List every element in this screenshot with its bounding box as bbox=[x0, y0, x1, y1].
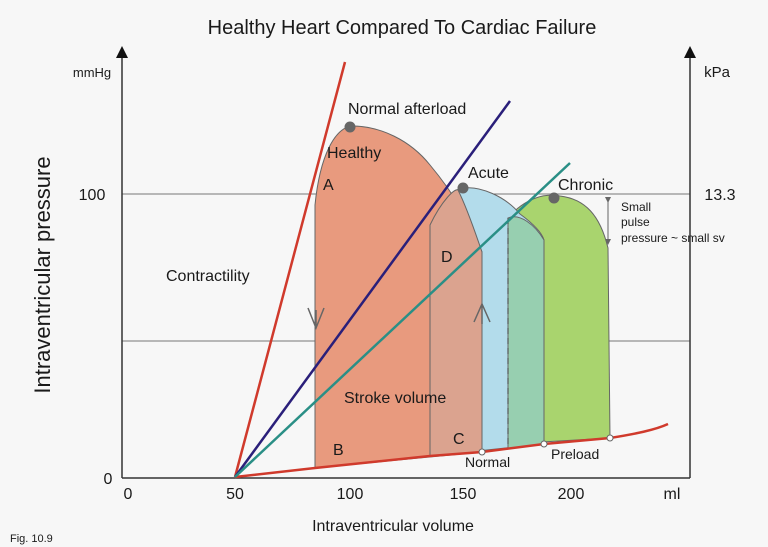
small-pulse-line2: pulse bbox=[621, 215, 650, 229]
loop-arrow-down-icon bbox=[307, 307, 325, 331]
healthy-peak-marker bbox=[344, 121, 356, 133]
acute-chronic-overlap bbox=[507, 216, 545, 450]
stroke-volume-label: Stroke volume bbox=[344, 390, 446, 407]
x-axis-title: Intraventricular volume bbox=[312, 518, 474, 535]
normal-point bbox=[478, 448, 486, 456]
healthy-acute-overlap bbox=[429, 189, 483, 457]
acute-ed-point bbox=[540, 440, 548, 448]
contractility-line bbox=[233, 61, 347, 478]
figure-label: Fig. 10.9 bbox=[10, 533, 53, 545]
x-tick-200: 200 bbox=[558, 486, 585, 503]
preload-point bbox=[606, 434, 614, 442]
point-b-label: B bbox=[333, 442, 344, 459]
y-unit-right: kPa bbox=[704, 64, 731, 81]
x-tick-150: 150 bbox=[450, 486, 477, 503]
x-tick-0: 0 bbox=[124, 486, 133, 503]
y-tick-0: 0 bbox=[104, 471, 113, 488]
right-axis-arrow-icon bbox=[684, 46, 696, 58]
contractility-label: Contractility bbox=[166, 268, 250, 285]
point-c-label: C bbox=[453, 431, 465, 448]
loop-arrow-up-icon bbox=[473, 302, 491, 324]
y-axis-title: Intraventricular pressure bbox=[30, 156, 55, 393]
small-pulse-line3: pressure ~ small sv bbox=[621, 231, 725, 245]
normal-afterload-line bbox=[233, 100, 512, 478]
y-unit-left: mmHg bbox=[73, 65, 111, 80]
y-tick-100: 100 bbox=[79, 187, 106, 204]
y-tick-right: 13.3 bbox=[704, 187, 735, 204]
small-pulse-line1: Small bbox=[621, 200, 651, 214]
x-tick-100: 100 bbox=[337, 486, 364, 503]
preload-label: Preload bbox=[551, 446, 599, 462]
acute-label: Acute bbox=[468, 165, 509, 182]
normal-label: Normal bbox=[465, 454, 510, 470]
chronic-label: Chronic bbox=[558, 177, 613, 194]
acute-peak-marker bbox=[457, 182, 469, 194]
diagram-title: Healthy Heart Compared To Cardiac Failur… bbox=[208, 17, 597, 39]
preload-curve bbox=[234, 422, 669, 479]
point-d-label: D bbox=[441, 249, 453, 266]
normal-afterload-label: Normal afterload bbox=[348, 101, 466, 118]
failure-afterload-line bbox=[234, 162, 571, 478]
point-a-label: A bbox=[323, 177, 334, 194]
left-axis-arrow-icon bbox=[116, 46, 128, 58]
chronic-peak-marker bbox=[548, 192, 560, 204]
x-unit: ml bbox=[664, 486, 681, 503]
healthy-label: Healthy bbox=[327, 145, 381, 162]
x-tick-50: 50 bbox=[226, 486, 244, 503]
